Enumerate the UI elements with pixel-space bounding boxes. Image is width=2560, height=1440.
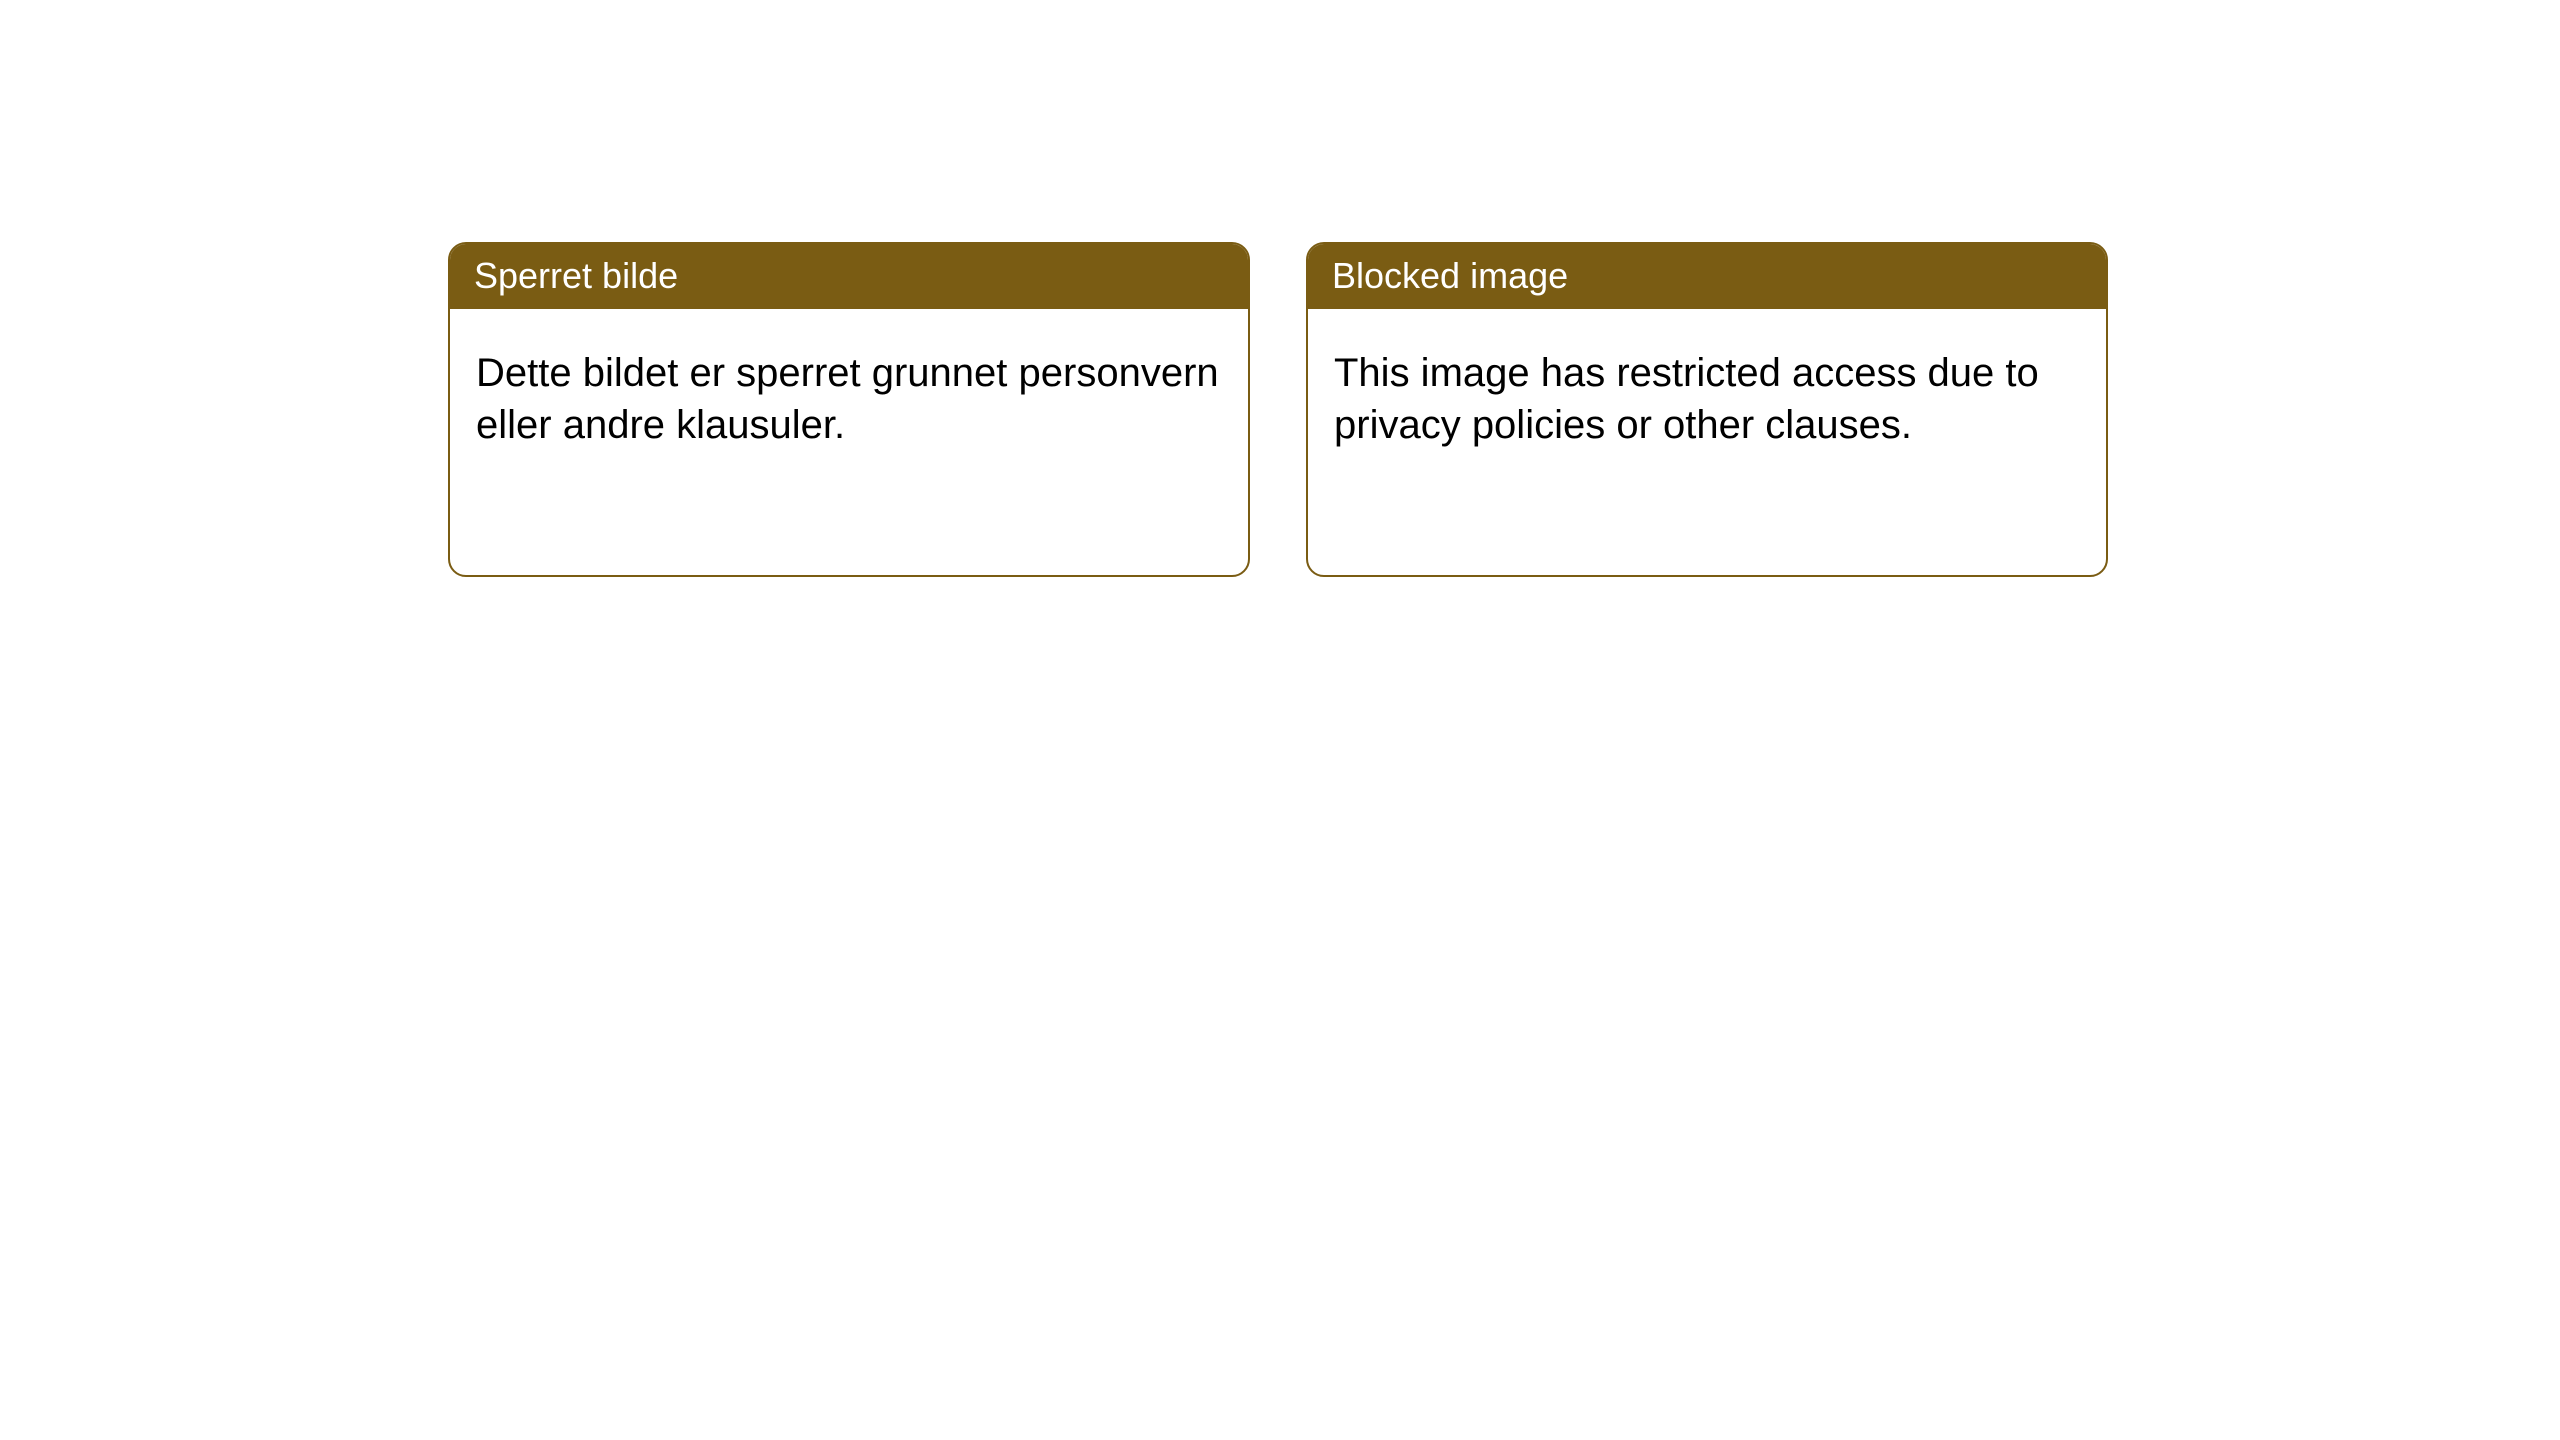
panel-body-text: Dette bildet er sperret grunnet personve… (476, 351, 1219, 447)
panel-header: Blocked image (1308, 244, 2106, 309)
panel-header: Sperret bilde (450, 244, 1248, 309)
blocked-image-panel-norwegian: Sperret bilde Dette bildet er sperret gr… (448, 242, 1250, 577)
panel-body-text: This image has restricted access due to … (1334, 351, 2039, 447)
panel-title: Blocked image (1332, 255, 1568, 296)
panel-body: This image has restricted access due to … (1308, 309, 2106, 471)
panel-title: Sperret bilde (474, 255, 678, 296)
blocked-image-panel-english: Blocked image This image has restricted … (1306, 242, 2108, 577)
panels-container: Sperret bilde Dette bildet er sperret gr… (0, 0, 2560, 577)
panel-body: Dette bildet er sperret grunnet personve… (450, 309, 1248, 471)
